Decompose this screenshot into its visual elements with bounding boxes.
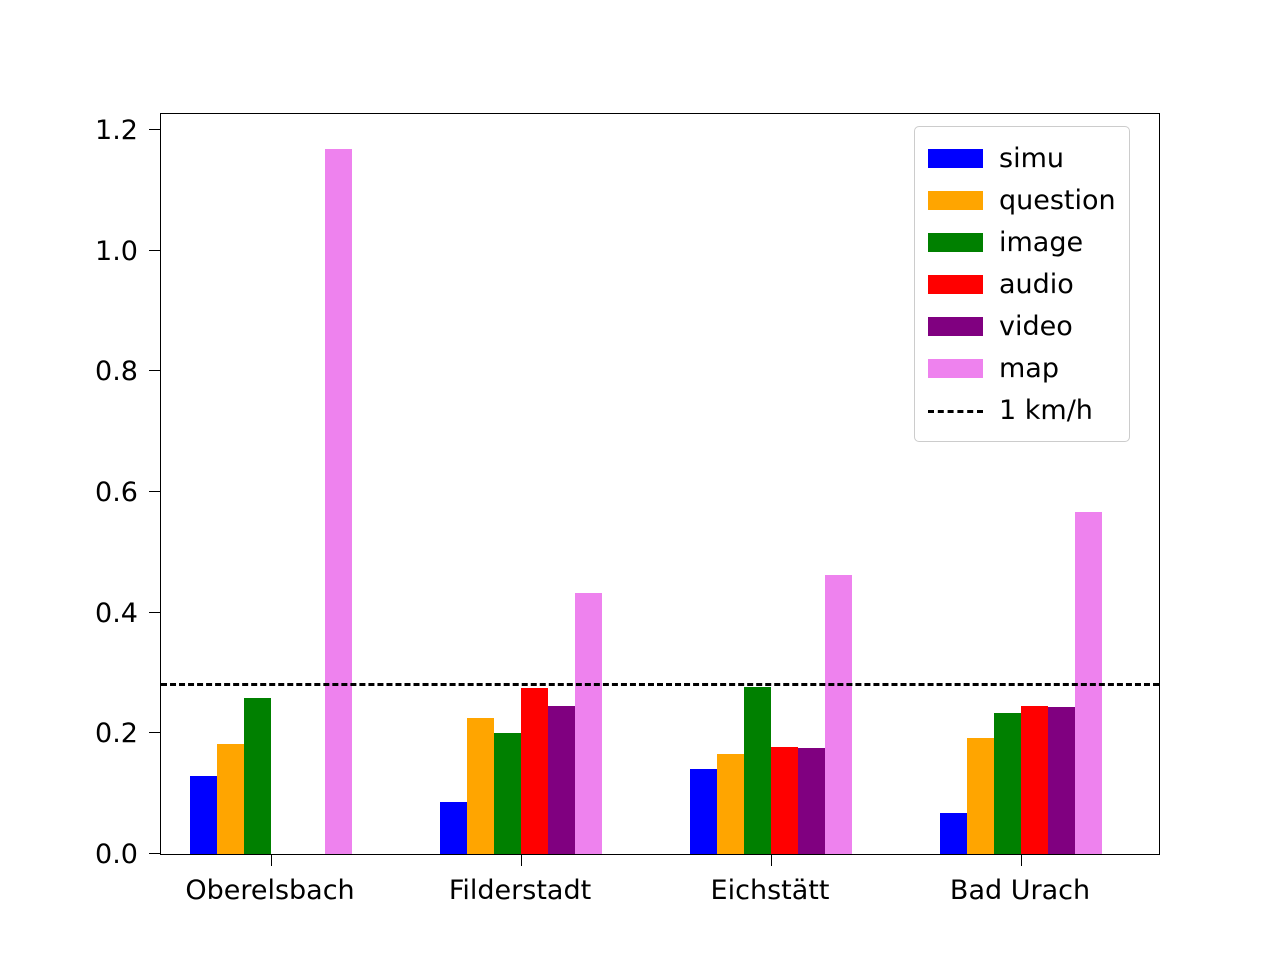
legend-color-swatch [928,274,983,294]
legend-label: image [999,226,1084,258]
bar-audio-filderstadt [521,687,548,854]
bar-audio-bad-urach [1021,705,1048,854]
y-tick [149,370,161,372]
bar-question-eichstätt [717,753,744,854]
legend-color-swatch [928,232,983,252]
legend-label: 1 km/h [999,394,1093,426]
plot-axes [149,113,1160,866]
y-tick-label: 1.0 [95,235,138,267]
legend-item-image[interactable]: image [928,221,1116,263]
bar-question-bad-urach [967,737,994,854]
bar-image-bad-urach [994,712,1021,854]
legend-label: question [999,184,1116,216]
legend-color-swatch [928,316,983,336]
bar-image-oberelsbach [244,698,271,854]
y-tick-label: 0.6 [95,477,138,509]
bar-simu-eichstätt [690,768,717,854]
legend-item-simu[interactable]: simu [928,137,1116,179]
y-tick [149,129,161,131]
x-tick [521,854,522,866]
legend-color-swatch [928,358,983,378]
y-tick [149,853,161,854]
dashed-line-icon [928,409,983,413]
x-tick-label: Filderstadt [448,875,592,906]
legend-item-question[interactable]: question [928,179,1116,221]
y-tick [149,611,161,613]
legend-item-1-km-h[interactable]: 1 km/h [928,389,1116,431]
y-tick-label: 0.8 [95,356,138,388]
legend-color-swatch [928,148,983,168]
bar-simu-oberelsbach [190,775,217,854]
y-tick-label: 1.2 [95,115,138,147]
legend-label: simu [999,142,1064,174]
x-tick-label: Eichstätt [710,875,830,906]
bar-map-filderstadt [575,593,602,854]
bar-image-filderstadt [494,733,521,854]
y-tick-label: 0.0 [95,839,138,870]
legend-item-map[interactable]: map [928,347,1116,389]
bar-video-bad-urach [1048,707,1075,854]
bar-question-filderstadt [467,718,494,854]
bar-question-oberelsbach [217,744,244,854]
y-tick-label: 0.2 [95,718,138,750]
legend-label: map [999,352,1059,384]
legend-item-video[interactable]: video [928,305,1116,347]
chart-legend: simu question image audio video map 1 km/h [914,126,1130,442]
bar-map-oberelsbach [325,149,352,854]
bar-simu-bad-urach [940,812,967,854]
bar-video-eichstätt [798,748,825,854]
bar-simu-filderstadt [440,802,467,854]
y-tick [149,249,161,251]
reference-line-1-kmh [161,683,1159,687]
x-tick [1021,854,1022,866]
legend-dashed-line-swatch [928,401,983,420]
x-tick-label: Oberelsbach [185,875,355,906]
legend-color-swatch [928,190,983,210]
bar-video-filderstadt [548,706,575,854]
legend-item-audio[interactable]: audio [928,263,1116,305]
legend-label: video [999,310,1073,342]
bar-map-bad-urach [1075,511,1102,854]
bar-audio-eichstätt [771,747,798,854]
plot-area [161,114,1159,854]
x-tick [771,854,772,866]
y-tick [149,491,161,493]
x-tick [271,854,272,866]
bar-map-eichstätt [825,574,852,854]
x-tick-label: Bad Urach [949,875,1091,906]
bar-image-eichstätt [744,686,771,854]
legend-label: audio [999,268,1074,300]
y-tick [149,732,161,734]
y-tick-label: 0.4 [95,597,138,629]
